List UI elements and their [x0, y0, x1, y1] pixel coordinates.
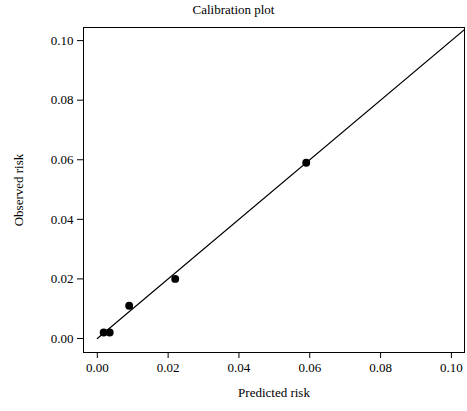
svg-text:0.04: 0.04 — [228, 360, 251, 375]
svg-text:0.00: 0.00 — [51, 331, 74, 346]
svg-text:0.02: 0.02 — [157, 360, 180, 375]
svg-text:0.02: 0.02 — [51, 271, 74, 286]
svg-text:0.10: 0.10 — [440, 360, 463, 375]
svg-text:0.08: 0.08 — [51, 92, 74, 107]
svg-text:Observed risk: Observed risk — [11, 153, 26, 226]
svg-text:0.10: 0.10 — [51, 33, 74, 48]
svg-text:0.00: 0.00 — [86, 360, 109, 375]
html-text:Calibration plot: Calibration plot — [192, 2, 275, 17]
svg-text:0.06: 0.06 — [298, 360, 321, 375]
svg-text:Predicted risk: Predicted risk — [238, 385, 310, 400]
svg-text:0.08: 0.08 — [369, 360, 392, 375]
svg-text:0.06: 0.06 — [51, 152, 74, 167]
svg-text:0.04: 0.04 — [51, 212, 74, 227]
